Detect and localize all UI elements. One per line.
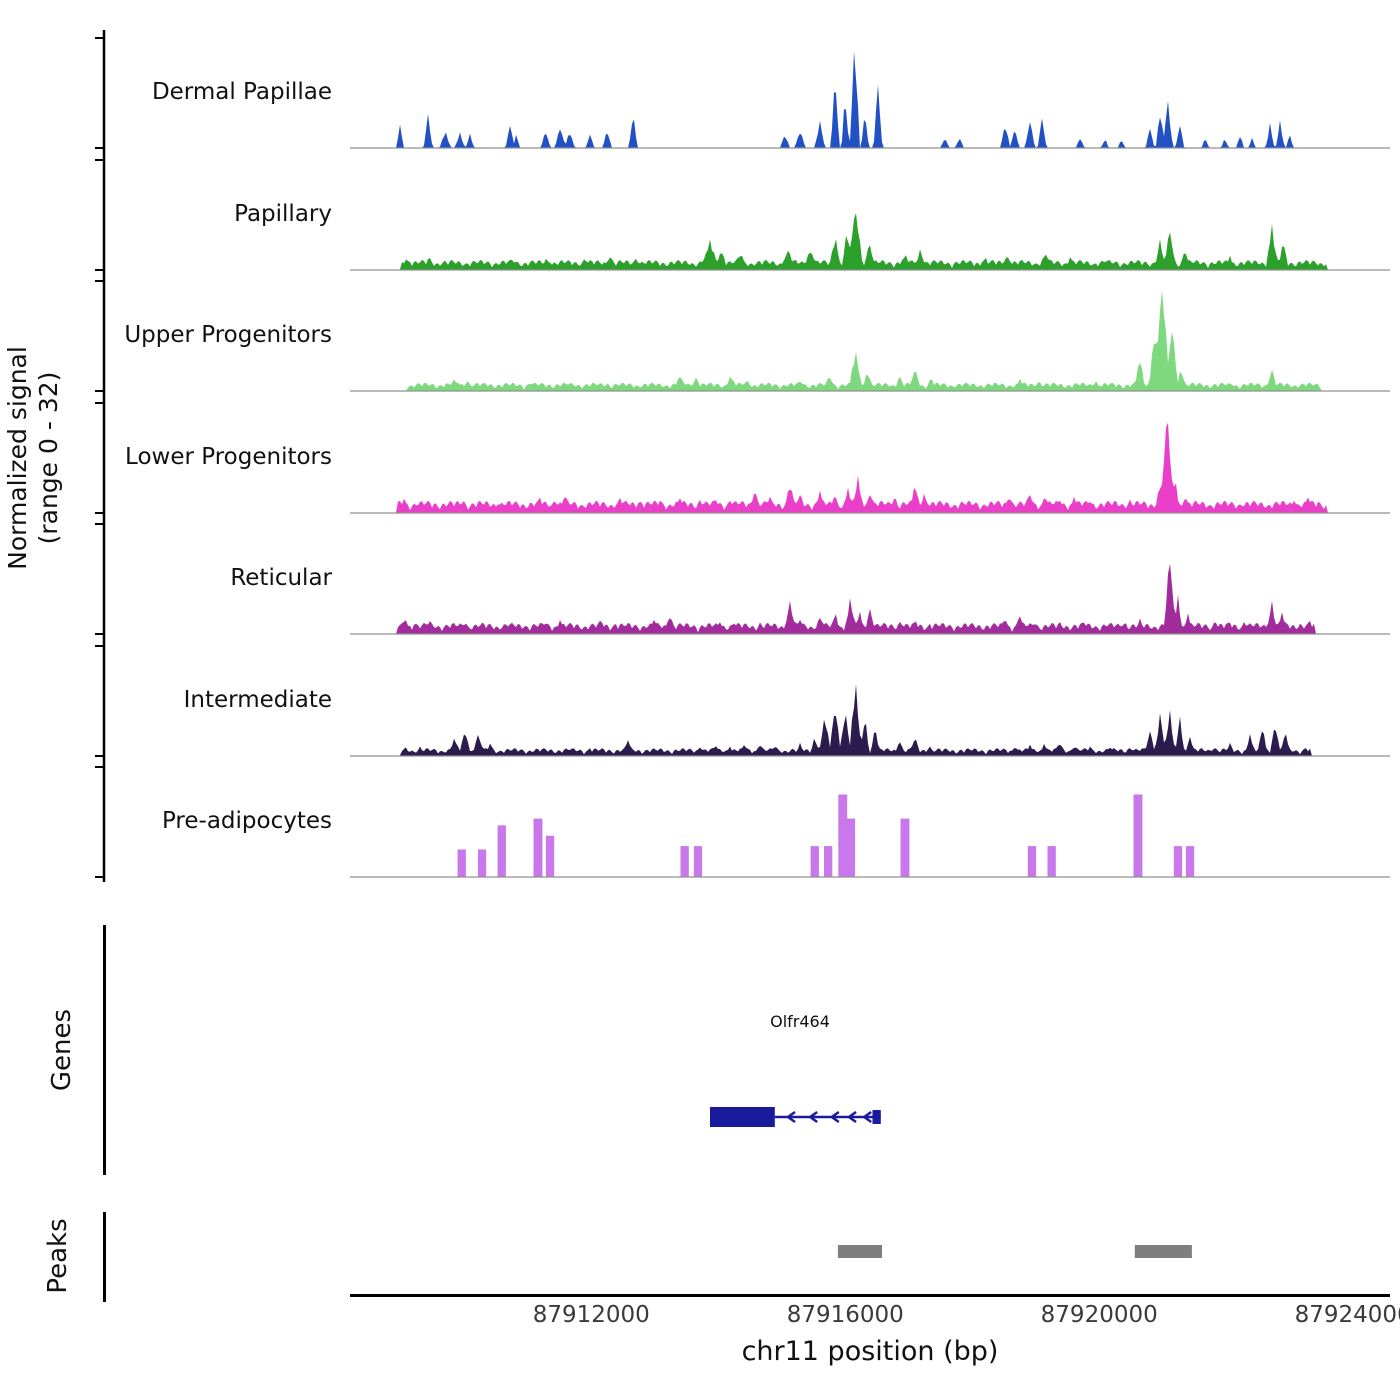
track-signal-3	[350, 422, 1390, 514]
track-signal-4	[350, 563, 1390, 635]
track-label-lower-progenitors: Lower Progenitors	[125, 444, 332, 470]
track-label-dermal-papillae: Dermal Papillae	[151, 79, 332, 105]
gene-name-label: Olfr464	[770, 1012, 830, 1031]
gene-model-glyph	[710, 1107, 881, 1127]
x-tick-labels: 87912000 87916000 87920000 87924000	[0, 1302, 1400, 1332]
genes-section-label: Genes	[47, 1008, 77, 1092]
track-label-upper-progenitors: Upper Progenitors	[124, 322, 332, 348]
genes-axis-line	[103, 925, 106, 1175]
track-label-papillary: Papillary	[234, 201, 332, 227]
track-signal-1	[350, 213, 1390, 271]
track-label-intermediate: Intermediate	[183, 687, 332, 713]
track-signal-2	[350, 290, 1390, 392]
track-signal-6	[350, 794, 1390, 878]
peak-regions-track	[837, 1245, 1192, 1258]
track-signal-0	[350, 51, 1390, 149]
x-tick-label: 87924000	[1294, 1302, 1400, 1328]
track-label-pre-adipocytes: Pre-adipocytes	[161, 808, 332, 834]
x-tick-label: 87920000	[1040, 1302, 1158, 1328]
peaks-axis-line	[103, 1212, 106, 1302]
x-axis-title: chr11 position (bp)	[741, 1336, 999, 1367]
track-signal-5	[350, 684, 1390, 757]
track-label-reticular: Reticular	[230, 565, 332, 591]
x-tick-label: 87916000	[786, 1302, 904, 1328]
x-tick-label: 87912000	[532, 1302, 650, 1328]
x-axis-line	[350, 1294, 1390, 1297]
signal-y-axis	[95, 30, 106, 882]
